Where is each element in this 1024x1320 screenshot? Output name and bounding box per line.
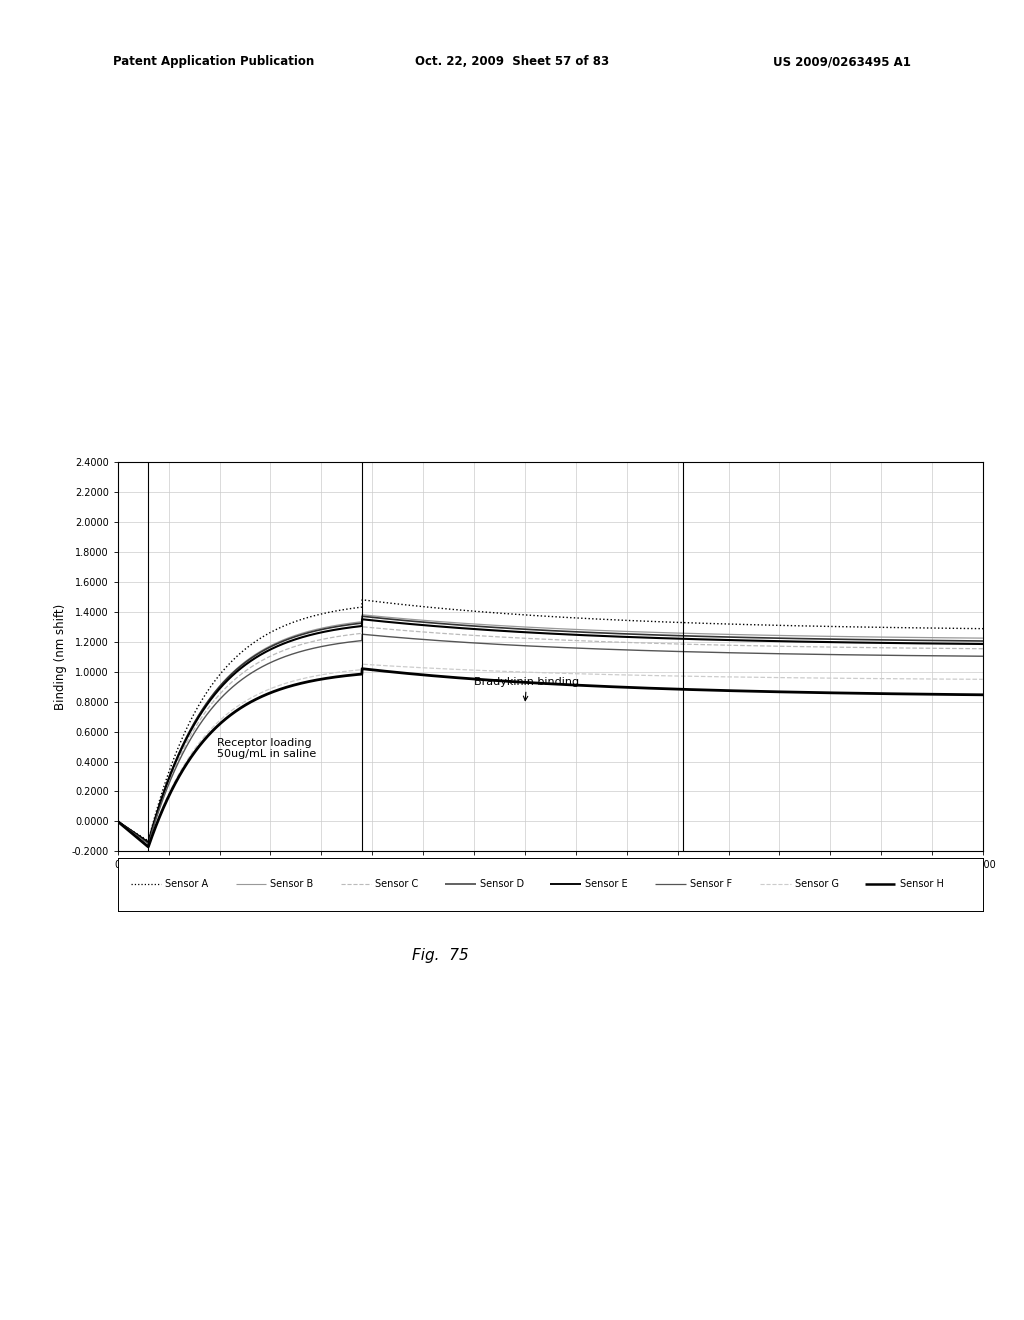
- Text: Sensor A: Sensor A: [165, 879, 209, 890]
- Text: US 2009/0263495 A1: US 2009/0263495 A1: [773, 55, 911, 69]
- Text: Oct. 22, 2009  Sheet 57 of 83: Oct. 22, 2009 Sheet 57 of 83: [415, 55, 609, 69]
- Text: Bradykinin binding: Bradykinin binding: [474, 677, 580, 701]
- X-axis label: Time (sec): Time (sec): [519, 875, 582, 887]
- Text: Fig.  75: Fig. 75: [412, 948, 469, 962]
- Text: Sensor E: Sensor E: [585, 879, 628, 890]
- Text: Receptor loading
50ug/mL in saline: Receptor loading 50ug/mL in saline: [217, 738, 316, 759]
- Y-axis label: Binding (nm shift): Binding (nm shift): [54, 603, 68, 710]
- Text: Sensor D: Sensor D: [480, 879, 524, 890]
- Text: Patent Application Publication: Patent Application Publication: [113, 55, 314, 69]
- Text: Sensor H: Sensor H: [900, 879, 944, 890]
- Text: Sensor G: Sensor G: [795, 879, 839, 890]
- Text: Sensor B: Sensor B: [270, 879, 313, 890]
- Text: Sensor F: Sensor F: [690, 879, 732, 890]
- Text: Sensor C: Sensor C: [375, 879, 419, 890]
